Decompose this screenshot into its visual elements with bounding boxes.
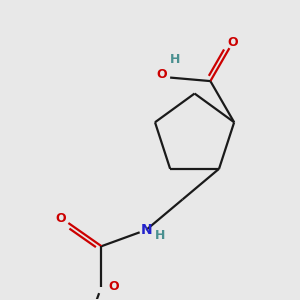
Text: H: H <box>170 53 180 66</box>
Text: O: O <box>157 68 167 81</box>
Text: N: N <box>140 223 152 237</box>
Text: O: O <box>55 212 66 225</box>
Text: H: H <box>155 230 165 242</box>
Text: O: O <box>108 280 119 293</box>
Text: O: O <box>227 36 238 49</box>
